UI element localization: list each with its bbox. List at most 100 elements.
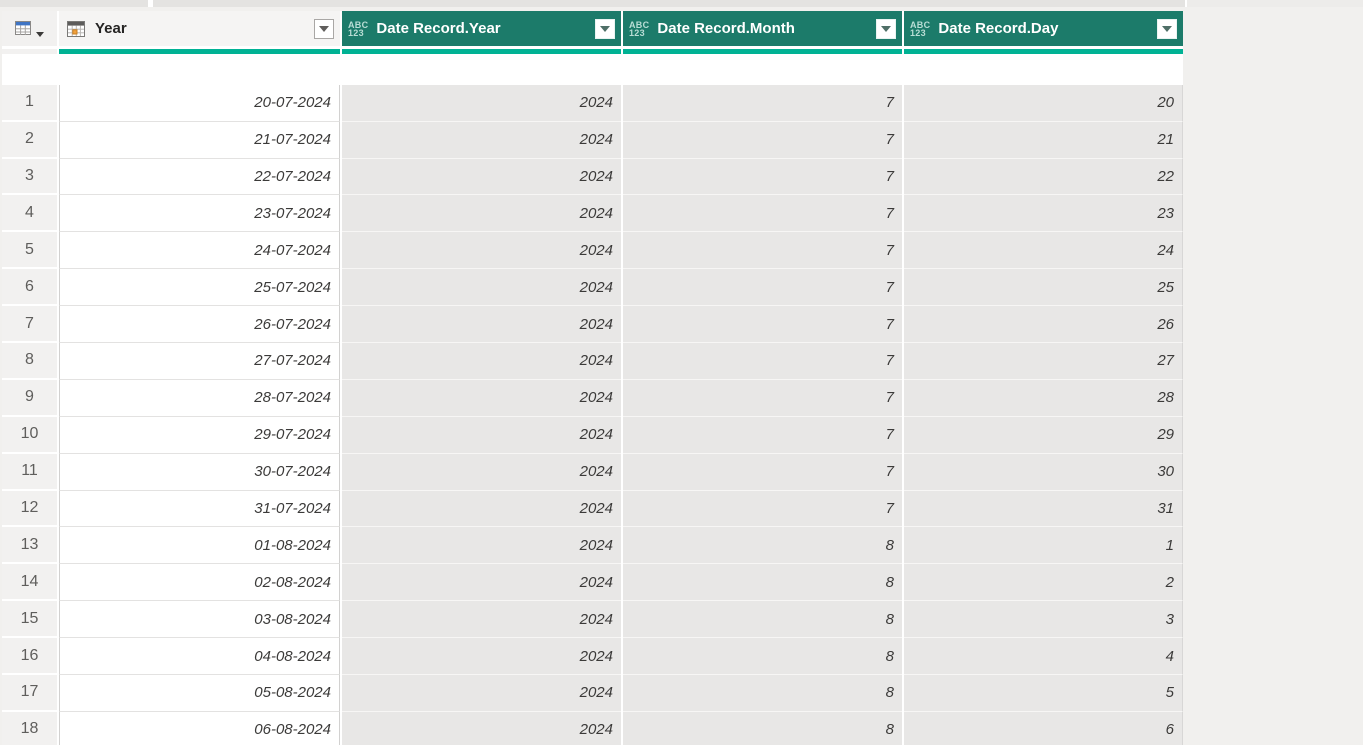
cell-date-record-year[interactable]: 2024 (342, 269, 621, 307)
row-number[interactable]: 8 (2, 343, 57, 380)
cell-date-record-year[interactable]: 2024 (342, 379, 621, 417)
cell-year[interactable]: 05-08-2024 (59, 675, 340, 712)
cell-date-record-day[interactable]: 6 (904, 711, 1183, 745)
cell-date-record-year[interactable]: 2024 (342, 84, 621, 122)
cell-date-record-day[interactable]: 21 (904, 121, 1183, 159)
cell-date-record-month[interactable]: 8 (623, 675, 902, 712)
cell-date-record-day[interactable]: 5 (904, 675, 1183, 712)
cell-date-record-month[interactable]: 8 (623, 711, 902, 745)
row-number[interactable]: 3 (2, 158, 57, 196)
cell-year[interactable]: 28-07-2024 (59, 379, 340, 417)
cell-date-record-year[interactable]: 2024 (342, 601, 621, 639)
cell-date-record-month[interactable]: 8 (623, 527, 902, 565)
cell-year[interactable]: 21-07-2024 (59, 121, 340, 159)
cell-date-record-day[interactable]: 2 (904, 564, 1183, 602)
cell-date-record-year[interactable]: 2024 (342, 306, 621, 344)
cell-year[interactable]: 01-08-2024 (59, 527, 340, 565)
cell-date-record-year[interactable]: 2024 (342, 232, 621, 270)
row-number[interactable]: 15 (2, 601, 57, 639)
cell-date-record-month[interactable]: 7 (623, 379, 902, 417)
cell-date-record-month[interactable]: 8 (623, 601, 902, 639)
cell-date-record-day[interactable]: 29 (904, 416, 1183, 454)
cell-date-record-day[interactable]: 3 (904, 601, 1183, 639)
cell-year[interactable]: 23-07-2024 (59, 195, 340, 233)
cell-year[interactable]: 06-08-2024 (59, 711, 340, 745)
cell-date-record-year[interactable]: 2024 (342, 490, 621, 528)
cell-year[interactable]: 26-07-2024 (59, 306, 340, 344)
select-all-columns-button[interactable] (2, 11, 57, 46)
column-filter-button[interactable] (876, 18, 896, 39)
column-header-date-record-day[interactable]: ABC 123 Date Record.Day (904, 11, 1183, 46)
row-number[interactable]: 11 (2, 453, 57, 491)
cell-year[interactable]: 29-07-2024 (59, 416, 340, 454)
any-type-abc123-icon[interactable]: ABC 123 (629, 20, 649, 37)
cell-date-record-year[interactable]: 2024 (342, 711, 621, 745)
row-number[interactable]: 13 (2, 527, 57, 565)
cell-date-record-day[interactable]: 26 (904, 306, 1183, 344)
cell-date-record-year[interactable]: 2024 (342, 453, 621, 491)
column-header-date-record-month[interactable]: ABC 123 Date Record.Month (623, 11, 902, 46)
row-number[interactable]: 9 (2, 379, 57, 417)
cell-year[interactable]: 25-07-2024 (59, 269, 340, 307)
row-number[interactable]: 14 (2, 564, 57, 602)
cell-date-record-day[interactable]: 30 (904, 453, 1183, 491)
cell-year[interactable]: 20-07-2024 (59, 84, 340, 122)
cell-date-record-month[interactable]: 8 (623, 638, 902, 676)
cell-date-record-day[interactable]: 31 (904, 490, 1183, 528)
cell-date-record-month[interactable]: 7 (623, 195, 902, 233)
cell-date-record-day[interactable]: 1 (904, 527, 1183, 565)
cell-date-record-year[interactable]: 2024 (342, 416, 621, 454)
any-type-abc123-icon[interactable]: ABC 123 (348, 20, 368, 37)
cell-date-record-day[interactable]: 24 (904, 232, 1183, 270)
cell-year[interactable]: 24-07-2024 (59, 232, 340, 270)
cell-date-record-month[interactable]: 7 (623, 232, 902, 270)
cell-date-record-month[interactable]: 7 (623, 306, 902, 344)
row-number[interactable]: 6 (2, 269, 57, 307)
row-number[interactable]: 16 (2, 638, 57, 676)
any-type-abc123-icon[interactable]: ABC 123 (910, 20, 930, 37)
cell-date-record-year[interactable]: 2024 (342, 675, 621, 712)
cell-date-record-year[interactable]: 2024 (342, 158, 621, 196)
cell-date-record-day[interactable]: 22 (904, 158, 1183, 196)
row-number[interactable]: 4 (2, 195, 57, 233)
row-number[interactable]: 5 (2, 232, 57, 270)
cell-year[interactable]: 04-08-2024 (59, 638, 340, 676)
column-header-date-record-year[interactable]: ABC 123 Date Record.Year (342, 11, 621, 46)
cell-year[interactable]: 27-07-2024 (59, 343, 340, 380)
cell-date-record-day[interactable]: 4 (904, 638, 1183, 676)
cell-date-record-month[interactable]: 8 (623, 564, 902, 602)
cell-year[interactable]: 03-08-2024 (59, 601, 340, 639)
cell-date-record-year[interactable]: 2024 (342, 564, 621, 602)
cell-date-record-month[interactable]: 7 (623, 343, 902, 380)
row-number[interactable]: 1 (2, 84, 57, 122)
cell-date-record-day[interactable]: 20 (904, 84, 1183, 122)
row-number[interactable]: 7 (2, 306, 57, 344)
cell-date-record-month[interactable]: 7 (623, 490, 902, 528)
cell-date-record-year[interactable]: 2024 (342, 195, 621, 233)
cell-date-record-day[interactable]: 27 (904, 343, 1183, 380)
cell-year[interactable]: 02-08-2024 (59, 564, 340, 602)
column-header-year[interactable]: Year (59, 11, 340, 46)
cell-year[interactable]: 30-07-2024 (59, 453, 340, 491)
cell-date-record-day[interactable]: 28 (904, 379, 1183, 417)
cell-date-record-month[interactable]: 7 (623, 121, 902, 159)
row-number[interactable]: 17 (2, 675, 57, 712)
column-filter-button[interactable] (314, 18, 334, 39)
cell-date-record-month[interactable]: 7 (623, 84, 902, 122)
row-number[interactable]: 12 (2, 490, 57, 528)
cell-date-record-month[interactable]: 7 (623, 416, 902, 454)
cell-date-record-day[interactable]: 25 (904, 269, 1183, 307)
date-type-icon[interactable] (67, 20, 86, 37)
cell-date-record-day[interactable]: 23 (904, 195, 1183, 233)
row-number[interactable]: 10 (2, 416, 57, 454)
cell-date-record-year[interactable]: 2024 (342, 638, 621, 676)
column-filter-button[interactable] (595, 18, 615, 39)
cell-date-record-month[interactable]: 7 (623, 453, 902, 491)
cell-date-record-month[interactable]: 7 (623, 269, 902, 307)
cell-year[interactable]: 22-07-2024 (59, 158, 340, 196)
cell-date-record-month[interactable]: 7 (623, 158, 902, 196)
cell-date-record-year[interactable]: 2024 (342, 343, 621, 380)
cell-year[interactable]: 31-07-2024 (59, 490, 340, 528)
cell-date-record-year[interactable]: 2024 (342, 121, 621, 159)
row-number[interactable]: 18 (2, 711, 57, 745)
